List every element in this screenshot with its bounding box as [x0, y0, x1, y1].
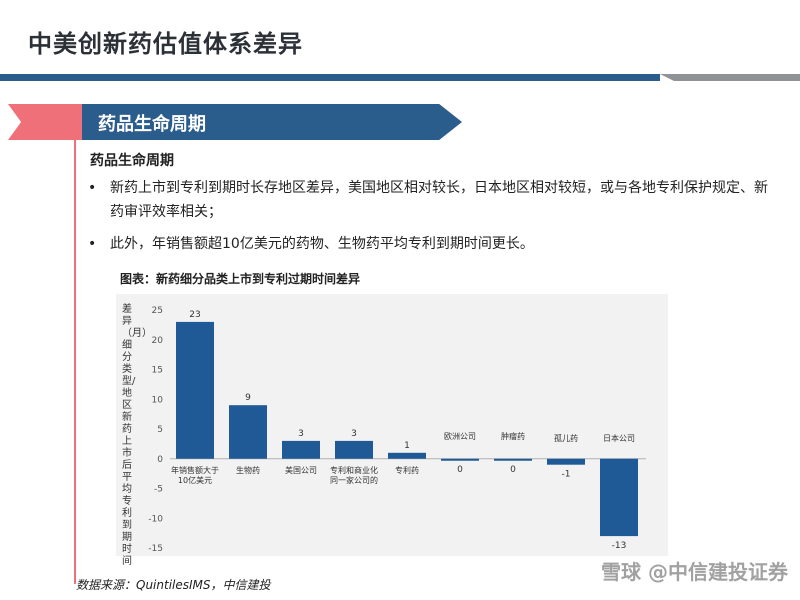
page-title: 中美创新药估值体系差异: [28, 30, 303, 58]
bullet-item: • 此外，年销售额超10亿美元的药物、生物药平均专利到期时间更长。: [88, 232, 768, 256]
section-vertical-rule: [74, 140, 76, 584]
chart-title: 图表：新药细分品类上市到专利过期时间差异: [120, 272, 361, 286]
section-banner: [82, 104, 462, 140]
y-axis-label: 差异（月）细分类型/地区新药上市后平均专利到期时间: [122, 304, 152, 567]
source-note: 数据来源：QuintilesIMS，中信建投: [76, 578, 271, 592]
sub-heading: 药品生命周期: [90, 153, 174, 169]
bullet-text: 新药上市到专利到期时长存地区差异，美国地区相对较长，日本地区相对较短，或与各地专…: [110, 180, 768, 220]
bullet-text: 此外，年销售额超10亿美元的药物、生物药平均专利到期时间更长。: [110, 236, 534, 252]
bullet-item: • 新药上市到专利到期时长存地区差异，美国地区相对较长，日本地区相对较短，或与各…: [88, 176, 768, 224]
bullet-marker: •: [88, 180, 97, 196]
chart-panel: [116, 294, 668, 556]
header-rule-grey: [660, 74, 800, 81]
bullet-marker: •: [88, 236, 97, 252]
watermark: 雪球 @中信建投证券: [601, 560, 788, 584]
header-rule-blue: [0, 74, 660, 81]
banner-accent: [8, 104, 90, 140]
section-banner-label: 药品生命周期: [98, 114, 206, 135]
